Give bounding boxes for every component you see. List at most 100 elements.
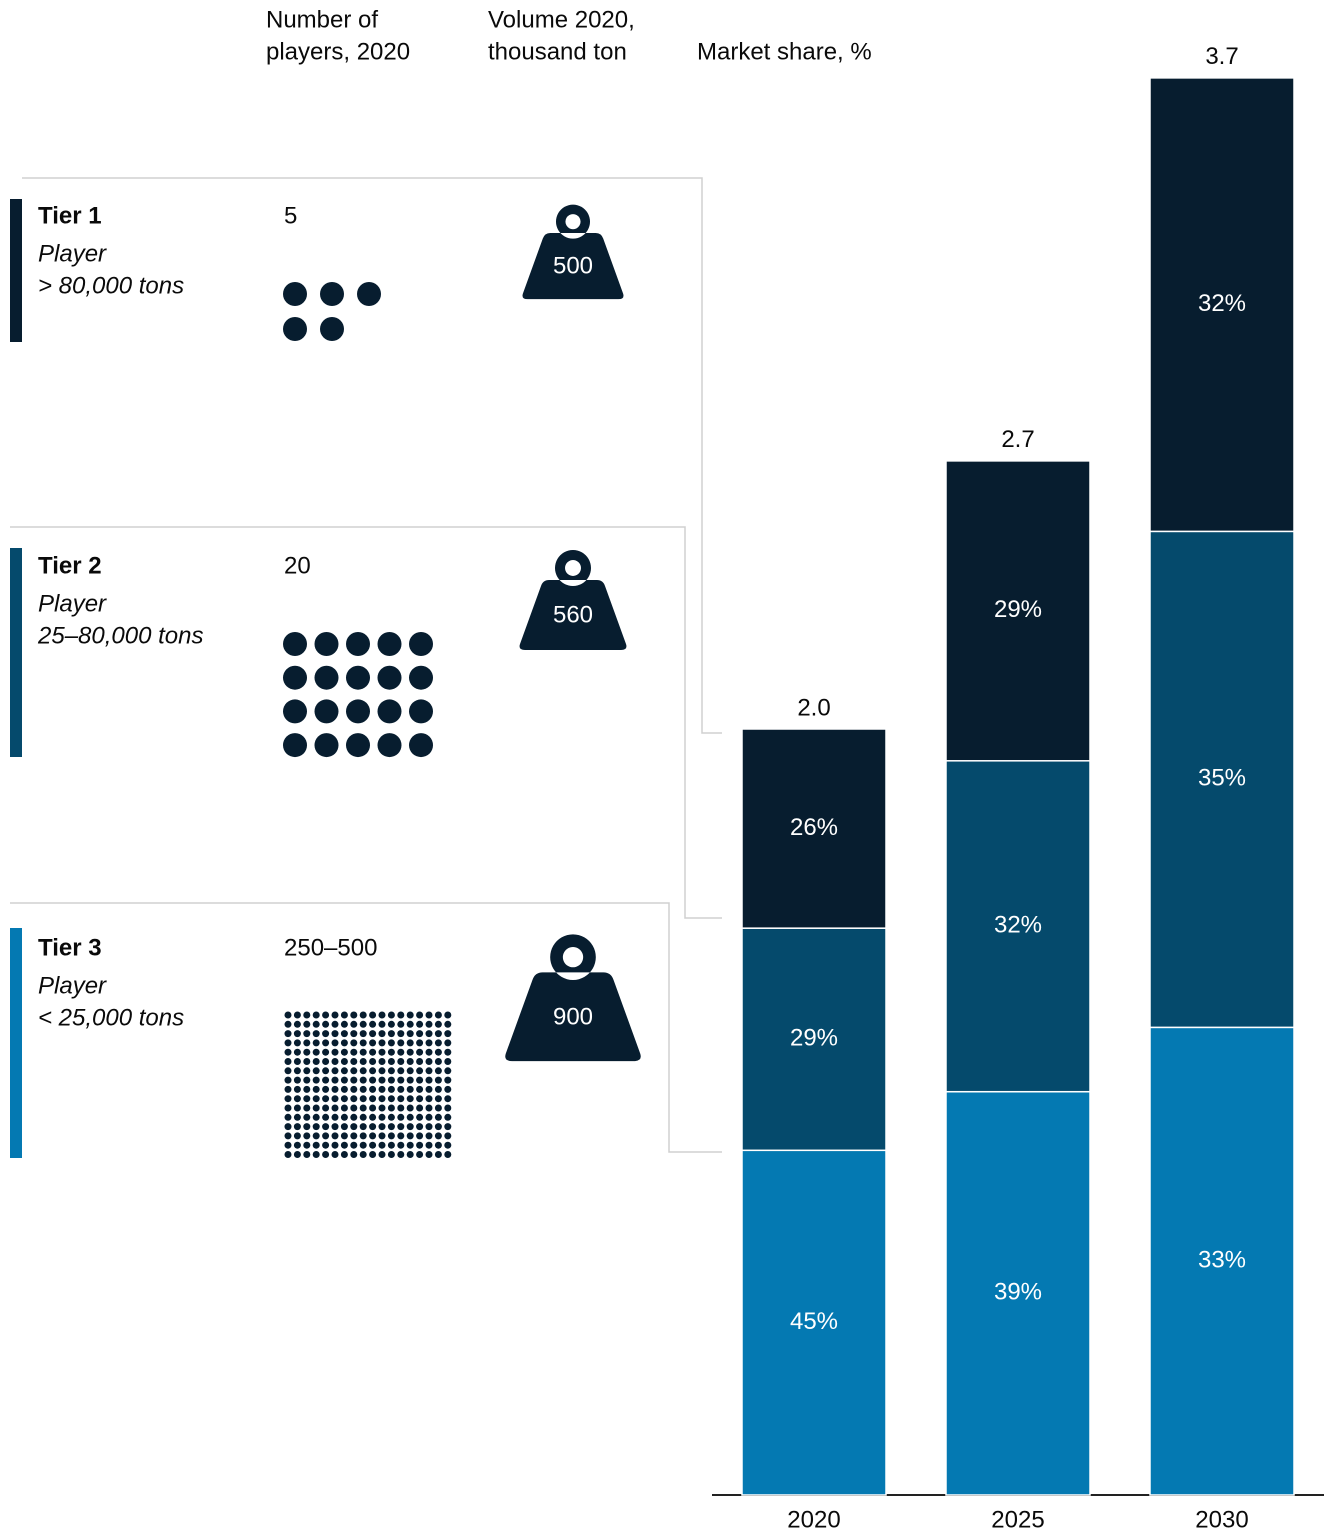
player-dot bbox=[416, 1095, 424, 1103]
player-count: 250–500 bbox=[284, 934, 377, 961]
player-dot bbox=[397, 1104, 405, 1112]
header-volume: thousand ton bbox=[488, 38, 627, 65]
segment-label: 39% bbox=[994, 1279, 1042, 1306]
player-dot bbox=[444, 1030, 452, 1038]
player-dot bbox=[303, 1030, 311, 1038]
player-dot bbox=[378, 1039, 386, 1047]
player-dot bbox=[369, 1039, 377, 1047]
total-label: 3.7 bbox=[1205, 43, 1238, 70]
player-dot bbox=[444, 1039, 452, 1047]
player-dot bbox=[331, 1020, 339, 1028]
player-dot bbox=[331, 1085, 339, 1093]
player-dot bbox=[387, 1020, 395, 1028]
player-dot bbox=[322, 1058, 330, 1065]
volume-label: 500 bbox=[553, 252, 593, 279]
player-dot bbox=[284, 1141, 292, 1149]
player-dot bbox=[434, 1076, 442, 1084]
player-dot bbox=[369, 1011, 377, 1019]
player-dot bbox=[387, 1048, 395, 1056]
bar-segment bbox=[945, 1090, 1091, 1496]
player-dot bbox=[387, 1085, 395, 1093]
bar-segment bbox=[741, 1149, 887, 1496]
bar-segment bbox=[741, 728, 887, 929]
player-dot bbox=[350, 1113, 358, 1121]
player-dot bbox=[322, 1095, 330, 1103]
player-dot bbox=[293, 1132, 301, 1140]
player-dot bbox=[387, 1104, 395, 1112]
player-dot bbox=[293, 1058, 301, 1065]
x-tick-label: 2025 bbox=[991, 1506, 1044, 1533]
bar-segment bbox=[1149, 530, 1295, 1029]
player-dot bbox=[331, 1067, 339, 1075]
player-dot bbox=[340, 1132, 348, 1140]
player-dot bbox=[425, 1030, 433, 1038]
weight-shape bbox=[522, 204, 624, 300]
player-dot bbox=[322, 1020, 330, 1028]
weight-icon bbox=[519, 550, 627, 650]
player-dot bbox=[416, 1048, 424, 1056]
player-dot bbox=[378, 1048, 386, 1056]
player-dot bbox=[312, 1058, 320, 1065]
player-dot bbox=[377, 733, 402, 758]
player-dot bbox=[322, 1123, 330, 1131]
player-dot bbox=[406, 1011, 414, 1019]
player-dot bbox=[369, 1085, 377, 1093]
player-dot bbox=[283, 282, 307, 306]
player-dot bbox=[331, 1113, 339, 1121]
player-dot bbox=[387, 1067, 395, 1075]
player-dot bbox=[303, 1141, 311, 1149]
player-dot bbox=[340, 1095, 348, 1103]
player-dot bbox=[416, 1058, 424, 1065]
player-dot bbox=[434, 1058, 442, 1065]
player-dot bbox=[359, 1123, 367, 1131]
player-dot bbox=[303, 1020, 311, 1028]
header-players: players, 2020 bbox=[266, 38, 410, 65]
bar-segment bbox=[1149, 77, 1295, 533]
player-dot bbox=[444, 1058, 452, 1065]
player-dot bbox=[284, 1095, 292, 1103]
player-dot bbox=[312, 1085, 320, 1093]
player-dot bbox=[378, 1058, 386, 1065]
player-dot bbox=[434, 1067, 442, 1075]
player-dot bbox=[312, 1020, 320, 1028]
player-dot bbox=[322, 1085, 330, 1093]
player-dot bbox=[377, 699, 402, 724]
player-dot bbox=[434, 1141, 442, 1149]
player-dot bbox=[369, 1048, 377, 1056]
player-dot bbox=[359, 1085, 367, 1093]
tier-marker bbox=[10, 548, 22, 757]
player-dot bbox=[406, 1076, 414, 1084]
player-dot bbox=[406, 1067, 414, 1075]
player-count: 20 bbox=[284, 552, 311, 579]
player-dot bbox=[350, 1030, 358, 1038]
player-dot bbox=[284, 1123, 292, 1131]
player-dot bbox=[322, 1113, 330, 1121]
player-dot bbox=[303, 1123, 311, 1131]
player-dot bbox=[359, 1048, 367, 1056]
weight-shape bbox=[519, 550, 627, 650]
player-dot bbox=[406, 1123, 414, 1131]
player-dot bbox=[322, 1039, 330, 1047]
player-dot bbox=[378, 1141, 386, 1149]
player-dot bbox=[359, 1011, 367, 1019]
player-dot bbox=[397, 1048, 405, 1056]
player-dot bbox=[444, 1048, 452, 1056]
player-dot bbox=[378, 1132, 386, 1140]
player-count: 5 bbox=[284, 202, 297, 229]
player-dot bbox=[350, 1123, 358, 1131]
player-dot bbox=[293, 1011, 301, 1019]
player-dot bbox=[340, 1076, 348, 1084]
player-dot bbox=[303, 1048, 311, 1056]
player-dot bbox=[284, 1058, 292, 1065]
connector bbox=[10, 902, 722, 1153]
player-dot bbox=[346, 733, 370, 758]
player-dot bbox=[416, 1123, 424, 1131]
player-dot bbox=[397, 1039, 405, 1047]
tier-marker bbox=[10, 928, 22, 1158]
player-dot bbox=[331, 1048, 339, 1056]
player-dot bbox=[284, 1011, 292, 1019]
player-dot bbox=[425, 1020, 433, 1028]
player-dot bbox=[387, 1058, 395, 1065]
tier-description: 25–80,000 tons bbox=[37, 622, 203, 649]
